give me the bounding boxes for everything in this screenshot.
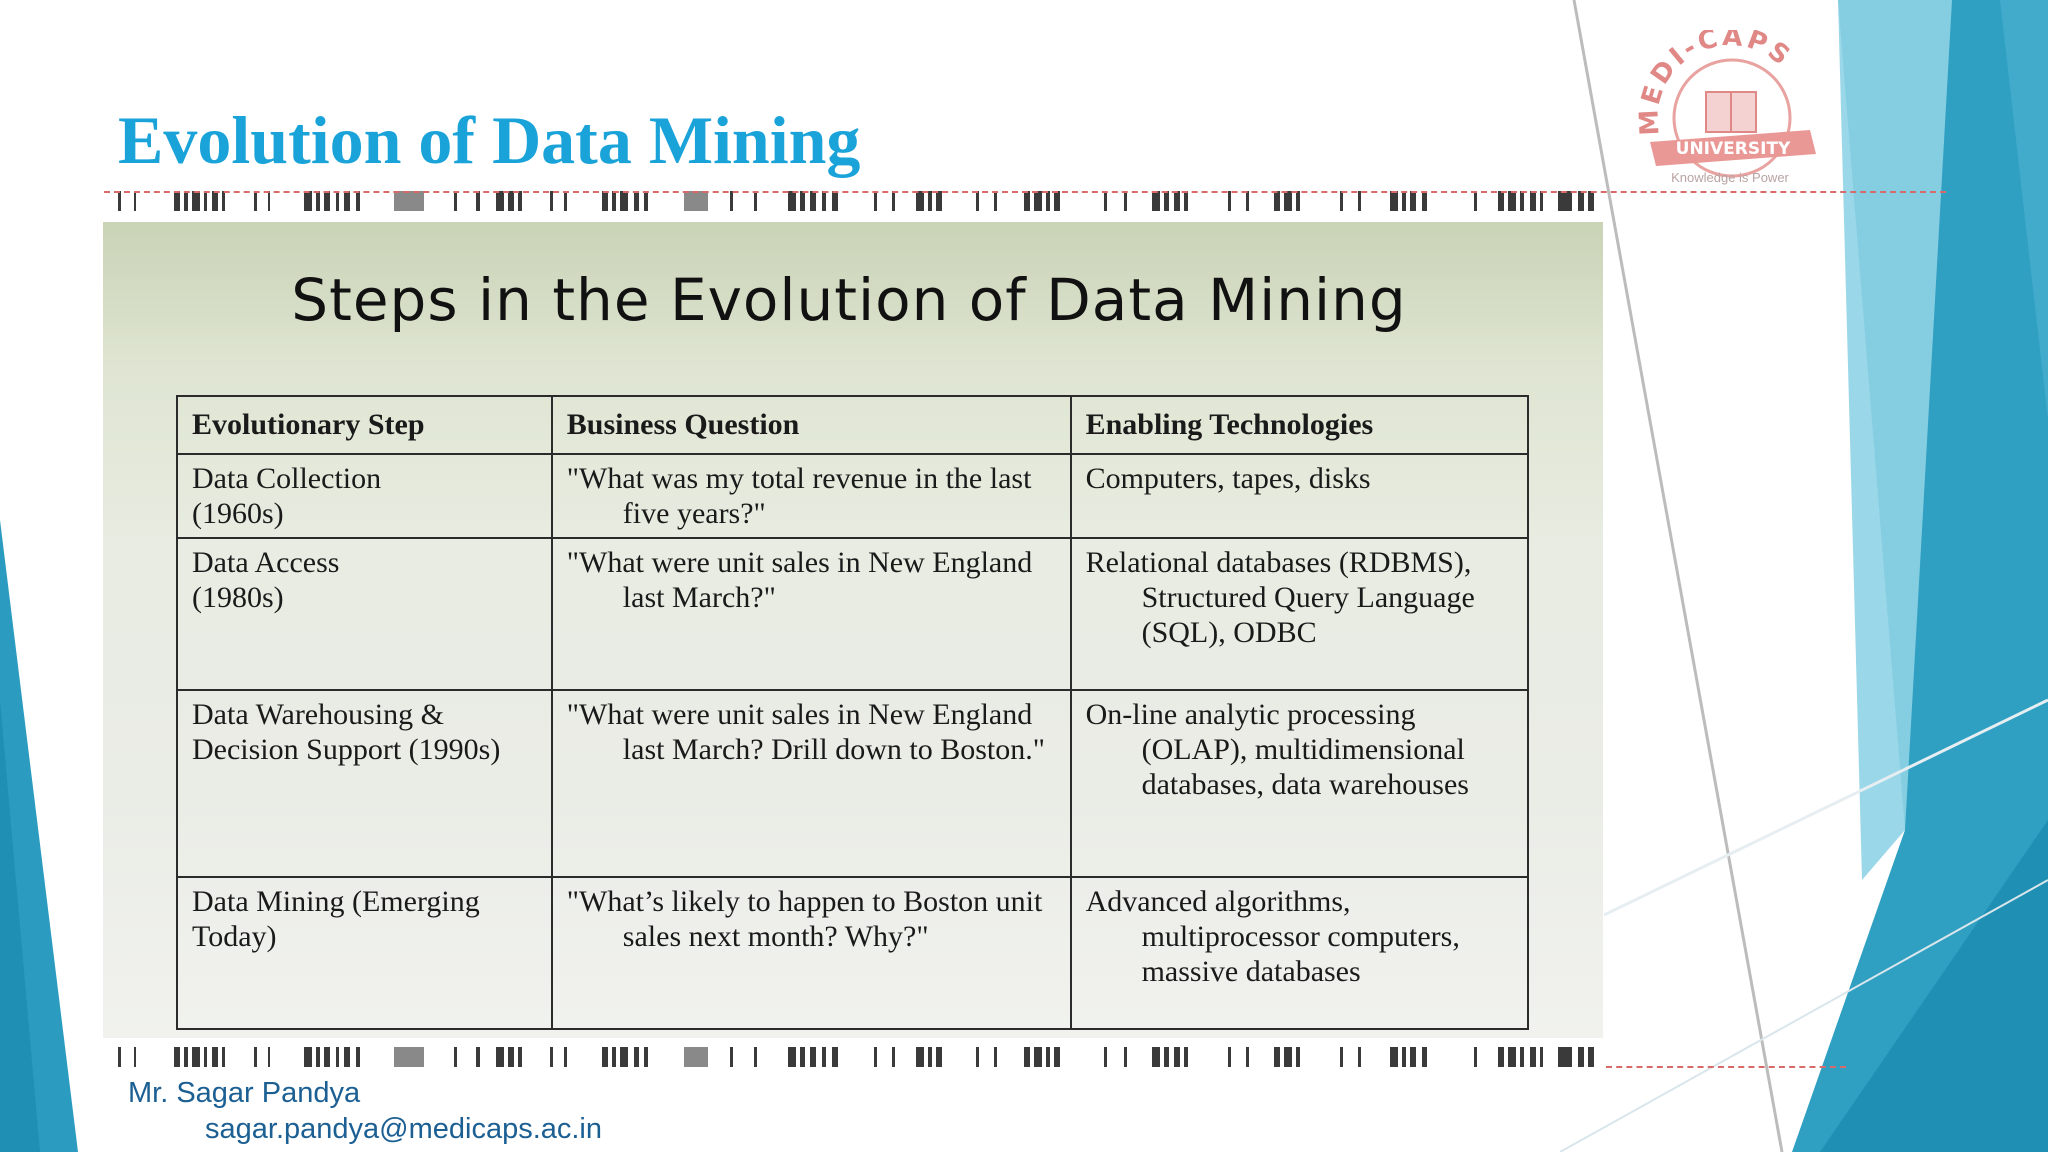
technologies-cell: Advanced algorithms, multiprocessor comp… — [1085, 885, 1460, 988]
table-row: Data Warehousing & Decision Support (199… — [176, 689, 1530, 878]
question-cell: "What were unit sales in New England las… — [566, 546, 1033, 614]
logo-tagline: Knowledge is Power — [1671, 170, 1789, 185]
university-logo: MEDI-CAPS UNIVERSITY Knowledge is Power — [1634, 30, 1816, 185]
table-row: Data Collection (1960s) "What was my tot… — [176, 453, 1530, 539]
step-cell: Data Mining (Emerging Today) — [192, 885, 480, 953]
table-row: Data Mining (Emerging Today) "What’s lik… — [176, 876, 1530, 1030]
step-cell: Data Warehousing & Decision Support (199… — [192, 698, 501, 766]
technologies-cell: Relational databases (RDBMS), Structured… — [1085, 546, 1475, 649]
table-header-row: Evolutionary Step Business Question Enab… — [176, 395, 1530, 455]
column-header-question: Business Question — [550, 395, 1072, 455]
bottom-barcode-strip — [118, 1047, 1594, 1067]
logo-ribbon-text: UNIVERSITY — [1676, 139, 1791, 159]
question-cell: "What were unit sales in New England las… — [566, 698, 1045, 766]
evolution-table: Evolutionary Step Business Question Enab… — [176, 395, 1530, 1030]
technologies-cell: On-line analytic processing (OLAP), mult… — [1085, 698, 1469, 801]
column-header-step: Evolutionary Step — [176, 395, 553, 455]
question-cell: "What was my total revenue in the last f… — [566, 462, 1032, 530]
question-cell: "What’s likely to happen to Boston unit … — [566, 885, 1043, 953]
top-dashed-divider — [104, 191, 1946, 193]
technologies-cell: Computers, tapes, disks — [1085, 462, 1371, 495]
step-cell: Data Access (1980s) — [192, 546, 340, 614]
top-barcode-strip — [118, 191, 1594, 211]
table-row: Data Access (1980s) "What were unit sale… — [176, 537, 1530, 691]
column-header-technologies: Enabling Technologies — [1069, 395, 1530, 455]
bottom-dashed-divider — [1606, 1066, 1846, 1068]
panel-heading: Steps in the Evolution of Data Mining — [291, 266, 1407, 334]
slide-title: Evolution of Data Mining — [118, 102, 861, 178]
presenter-name: Mr. Sagar Pandya — [128, 1077, 361, 1109]
step-cell: Data Collection (1960s) — [192, 462, 382, 530]
evolution-table-image: Steps in the Evolution of Data Mining Ev… — [103, 222, 1603, 1038]
presenter-email: sagar.pandya@medicaps.ac.in — [205, 1113, 603, 1145]
